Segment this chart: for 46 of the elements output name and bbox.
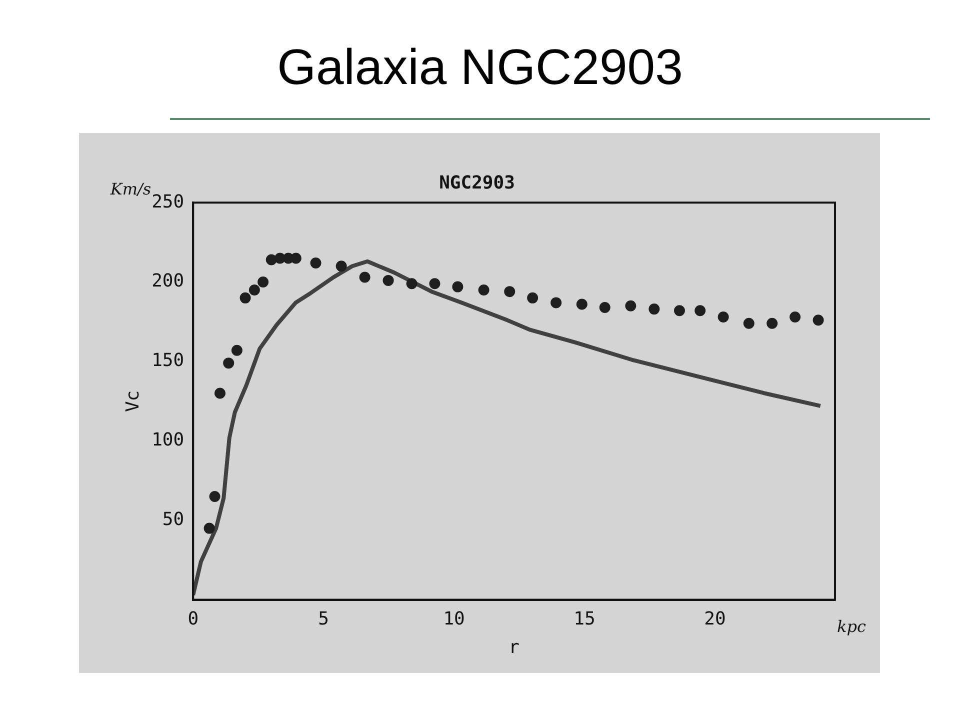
point (310, 257, 322, 268)
x-tick-label: 0 (188, 608, 199, 630)
point (743, 318, 754, 329)
point (527, 292, 538, 304)
point (452, 281, 464, 292)
point (576, 298, 588, 310)
y-tick-label: 50 (162, 509, 184, 530)
point (718, 311, 729, 322)
point (240, 292, 251, 304)
point (429, 278, 440, 290)
y-tick-label: 200 (152, 270, 184, 292)
point (766, 318, 778, 329)
x-tick-label: 10 (443, 608, 465, 630)
point (248, 284, 260, 296)
point (478, 284, 490, 296)
point (223, 358, 234, 369)
point (790, 311, 801, 322)
chart-subtitle: NGC2903 (439, 172, 515, 194)
x-tick-label: 15 (574, 608, 596, 630)
x-axis-title: r (508, 636, 520, 658)
point (648, 304, 660, 315)
point (359, 272, 370, 283)
text: Km/s (109, 180, 152, 199)
x-tick-label: 20 (704, 608, 726, 630)
point (258, 276, 269, 288)
point (231, 344, 242, 356)
chart-title: Galaxia NGC2903 (276, 38, 684, 96)
point (694, 305, 706, 316)
y-tick-label: 150 (152, 350, 184, 372)
point (674, 305, 685, 316)
point (209, 491, 220, 502)
point (625, 300, 636, 312)
text: kpc (837, 616, 866, 636)
point (504, 286, 516, 298)
point (204, 522, 215, 534)
y-tick-label: 100 (152, 430, 184, 451)
point (406, 278, 418, 290)
point (599, 302, 610, 313)
y-tick-label: 250 (152, 191, 184, 212)
point (382, 274, 394, 286)
x-tick-label: 5 (318, 608, 329, 630)
y-axis-title: Vc (122, 390, 144, 412)
point (336, 260, 347, 272)
point (214, 388, 226, 399)
point (550, 297, 562, 308)
point (812, 314, 824, 326)
